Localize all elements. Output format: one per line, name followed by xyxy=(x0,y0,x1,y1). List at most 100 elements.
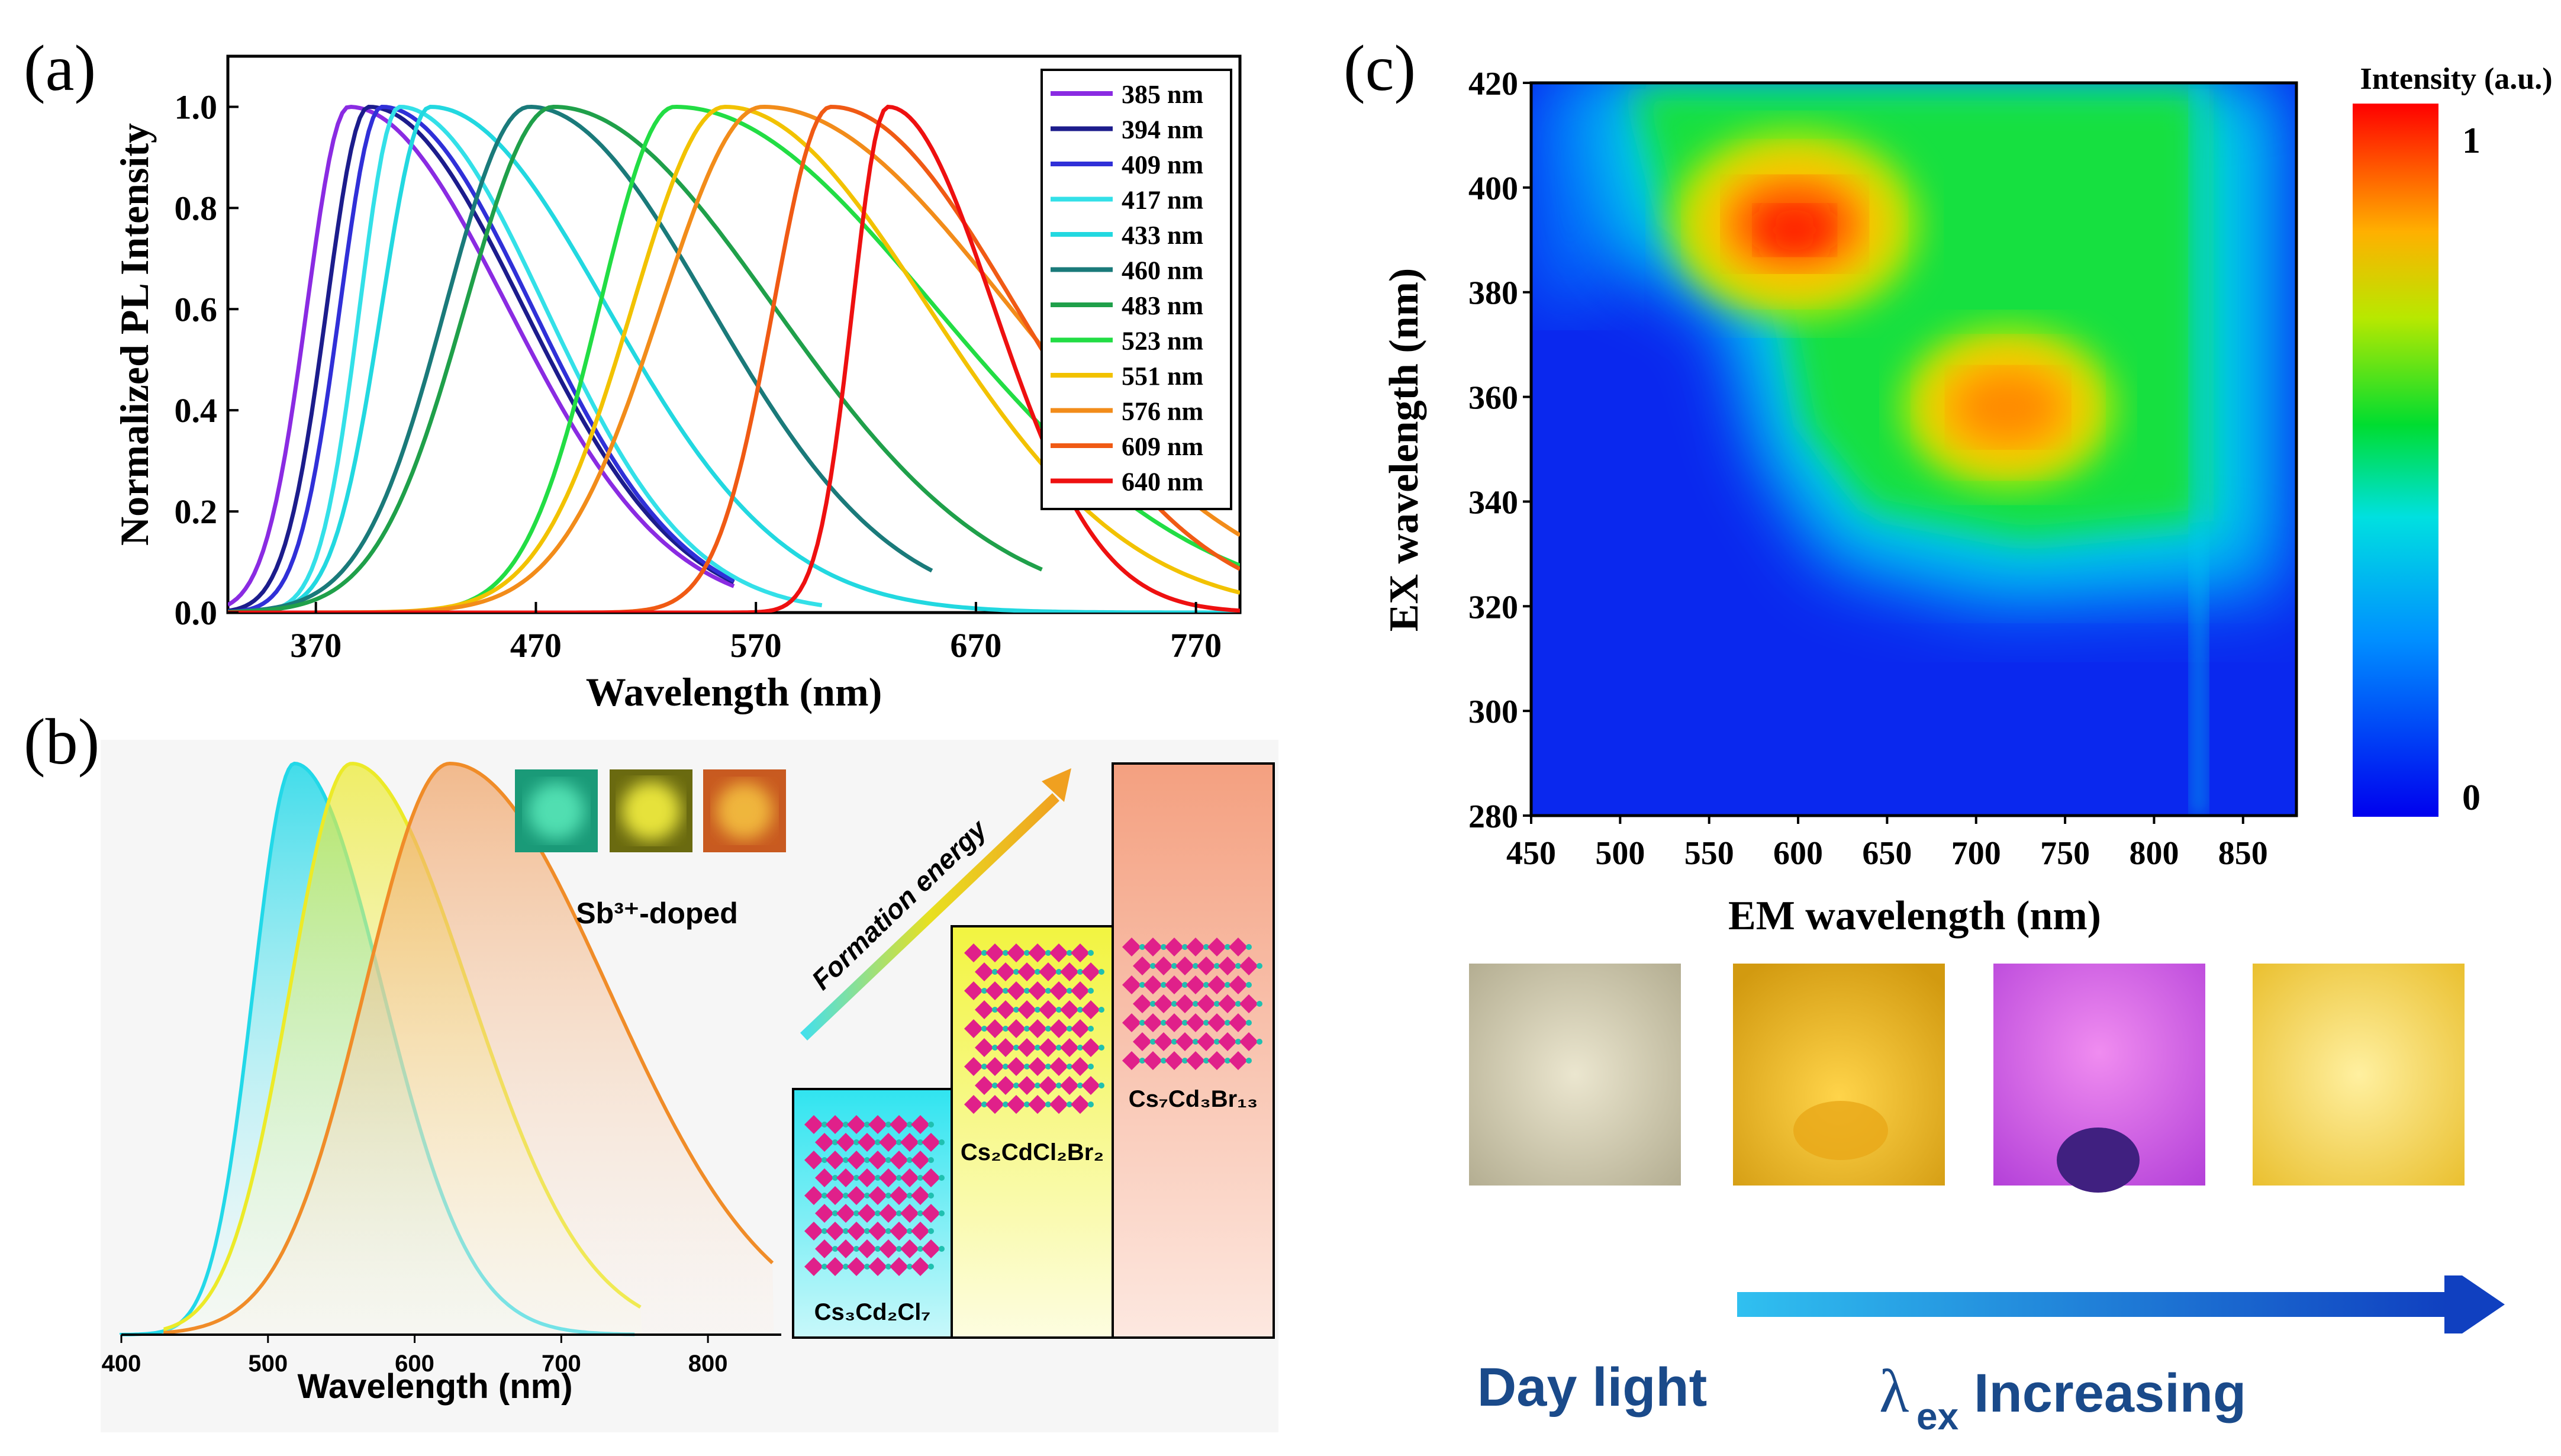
octahedron xyxy=(1207,975,1226,994)
octahedron xyxy=(922,1168,940,1187)
octahedron xyxy=(815,1239,834,1258)
hotspot-red xyxy=(1759,207,1831,253)
octahedron xyxy=(890,1257,909,1276)
atom xyxy=(1139,944,1145,950)
atom xyxy=(1182,982,1188,988)
lambda-subscript: ex xyxy=(1916,1395,1959,1438)
atom xyxy=(843,1122,849,1128)
octahedron xyxy=(1060,1000,1079,1019)
plot-a-legend: 385 nm 394 nm 409 nm 417 nm 433 nm 460 nm 483 … xyxy=(1040,69,1232,510)
atom xyxy=(1171,1039,1177,1045)
crystal-structure-2 xyxy=(964,943,1104,1114)
atom xyxy=(928,1122,934,1128)
legend-entry: 460 nm xyxy=(1122,256,1203,285)
sample-photo-cyan-glow xyxy=(528,782,585,839)
octahedron xyxy=(826,1151,845,1170)
octahedron xyxy=(1154,956,1173,975)
atom xyxy=(981,1026,987,1032)
octahedron xyxy=(975,962,994,981)
heatmap-artifact-stripe xyxy=(2190,83,2208,816)
panel-c-label: (c) xyxy=(1344,32,1416,104)
octahedron xyxy=(1049,1057,1068,1076)
legend-entry: 640 nm xyxy=(1122,468,1203,497)
octahedron xyxy=(1218,994,1237,1013)
octahedron xyxy=(1186,1051,1205,1070)
legend-entry: 409 nm xyxy=(1122,150,1203,179)
ytick-label: 280 xyxy=(1468,798,1518,835)
ytick-label: 1.0 xyxy=(175,88,218,126)
octahedron xyxy=(1197,1032,1216,1051)
xtick-label: 700 xyxy=(1951,835,2001,872)
octahedron xyxy=(868,1115,887,1134)
atom xyxy=(1077,969,1083,975)
atom xyxy=(1088,1101,1094,1107)
ytick-label: 380 xyxy=(1468,275,1518,312)
octahedron xyxy=(858,1133,877,1152)
atom xyxy=(1088,950,1094,956)
octahedron xyxy=(1122,1051,1141,1070)
atom xyxy=(939,1139,945,1145)
atom xyxy=(1056,1083,1062,1088)
octahedron xyxy=(985,943,1004,962)
heatmap-hotspots xyxy=(1670,129,2116,489)
atom xyxy=(1013,1007,1019,1013)
xtick-label: 670 xyxy=(950,626,1001,665)
atom xyxy=(832,1175,838,1181)
octahedron xyxy=(1143,1051,1162,1070)
atom xyxy=(1035,1083,1040,1088)
octahedron xyxy=(1071,1019,1090,1038)
ytick-label: 0.6 xyxy=(175,290,218,328)
phase-formula-1: Cs₃Cd₂Cl₇ xyxy=(814,1299,931,1325)
octahedron xyxy=(1039,1038,1058,1057)
octahedron xyxy=(1133,956,1152,975)
atom xyxy=(1203,1058,1209,1064)
octahedron xyxy=(879,1168,898,1187)
atom xyxy=(1161,944,1167,950)
xtick-label: 570 xyxy=(730,626,782,665)
atom xyxy=(981,1101,987,1107)
octahedron xyxy=(1071,1095,1090,1114)
atom xyxy=(1035,969,1040,975)
plot-a-ylabel: Normalized PL Intensity xyxy=(112,123,157,546)
octahedron xyxy=(868,1186,887,1205)
atom xyxy=(1171,963,1177,969)
atom xyxy=(1067,1101,1072,1107)
octahedron xyxy=(996,1038,1015,1057)
plot-c-frame xyxy=(1529,81,2298,817)
atom xyxy=(1003,1064,1009,1070)
octahedron xyxy=(868,1151,887,1170)
atom xyxy=(1099,969,1104,975)
atom xyxy=(981,950,987,956)
octahedron xyxy=(826,1186,845,1205)
atom xyxy=(896,1246,902,1252)
ytick-label: 0.8 xyxy=(175,189,218,227)
atom xyxy=(992,1007,998,1013)
xtick-label: 470 xyxy=(510,626,562,665)
atom xyxy=(1067,1026,1072,1032)
octahedron xyxy=(1122,1013,1141,1032)
atom xyxy=(896,1210,902,1216)
atom xyxy=(1235,963,1241,969)
atom xyxy=(917,1175,923,1181)
pl-curve-417-nm xyxy=(228,104,823,613)
phase-box-3 xyxy=(1112,762,1275,1339)
octahedron xyxy=(804,1222,823,1241)
ytick-label: 320 xyxy=(1468,589,1518,626)
atom xyxy=(939,1246,945,1252)
octahedron xyxy=(1060,962,1079,981)
octahedron xyxy=(900,1168,919,1187)
octahedron xyxy=(847,1257,866,1276)
photo-excitation-3 xyxy=(2253,964,2465,1186)
atom xyxy=(1257,1001,1262,1007)
octahedron xyxy=(1007,943,1026,962)
atom xyxy=(1024,1101,1030,1107)
octahedron xyxy=(1207,1013,1226,1032)
octahedron xyxy=(1229,1013,1248,1032)
daylight-caption: Day light xyxy=(1477,1357,1707,1418)
octahedron xyxy=(1197,956,1216,975)
octahedron xyxy=(1028,943,1047,962)
octahedron xyxy=(911,1115,930,1134)
octahedron xyxy=(1071,1057,1090,1076)
octahedron xyxy=(815,1204,834,1223)
